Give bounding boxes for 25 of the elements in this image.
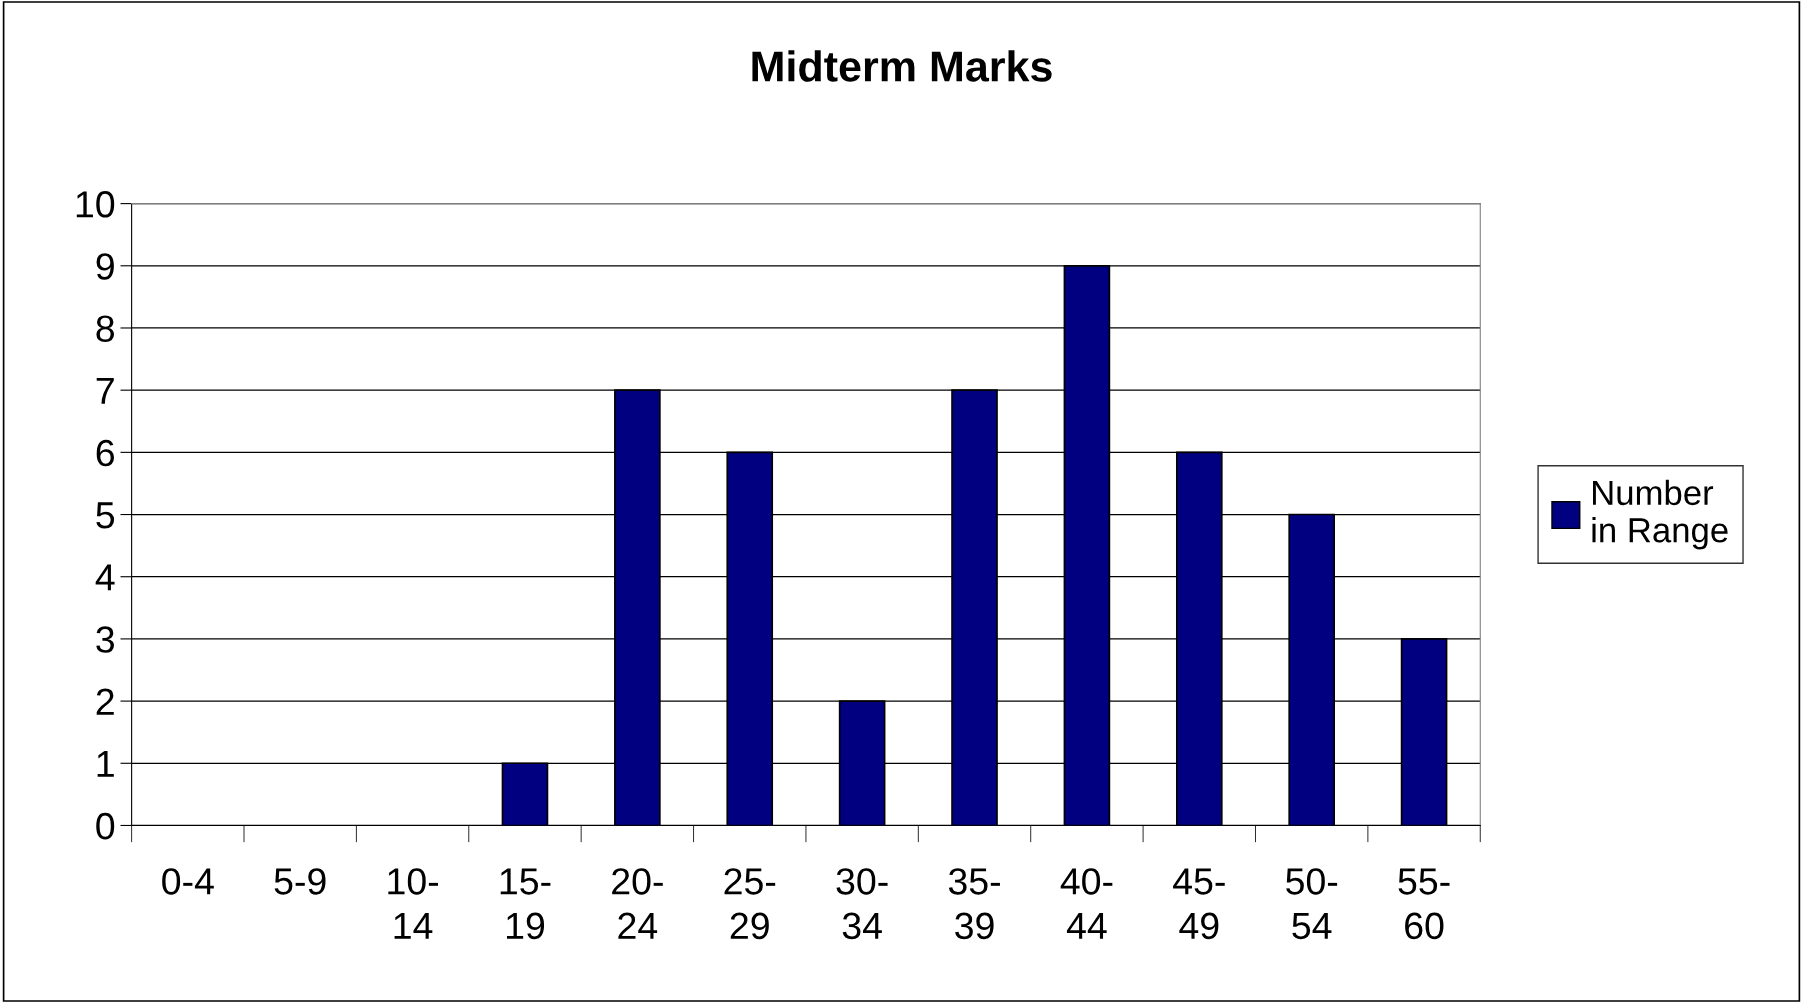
y-tick-label: 0 [96,812,115,840]
y-tick-label: 3 [96,626,114,653]
y-tick-label: 7 [96,377,114,404]
x-tick-label: 45-49 [1173,868,1225,940]
chart-title: Midterm Marks [752,50,1052,82]
y-tick-label: 2 [96,688,114,715]
x-tick-label: 25-29 [724,868,776,940]
y-tick-label: 8 [96,315,115,342]
y-tick-label: 5 [96,502,115,529]
x-tick-label: 10-14 [388,868,439,939]
x-tick-label: 40-44 [1060,868,1113,939]
y-tick-label: 4 [95,564,115,591]
x-tick-label: 0-4 [162,868,214,895]
x-tick-label: 20-24 [612,868,663,939]
y-tick-label: 1 [97,751,114,777]
legend-label: Number in Range [1592,479,1728,550]
y-tick-label: 6 [96,439,114,467]
x-tick-label: 50-54 [1286,868,1338,940]
y-tick-label: 10 [76,191,115,218]
x-tick-label: 5-9 [274,868,326,895]
x-tick-label: 30-34 [836,868,888,940]
y-tick-label: 9 [96,253,114,280]
x-tick-label: 55-60 [1398,868,1450,940]
x-tick-label: 15-19 [500,868,551,940]
x-tick-label: 35-39 [948,868,1000,940]
